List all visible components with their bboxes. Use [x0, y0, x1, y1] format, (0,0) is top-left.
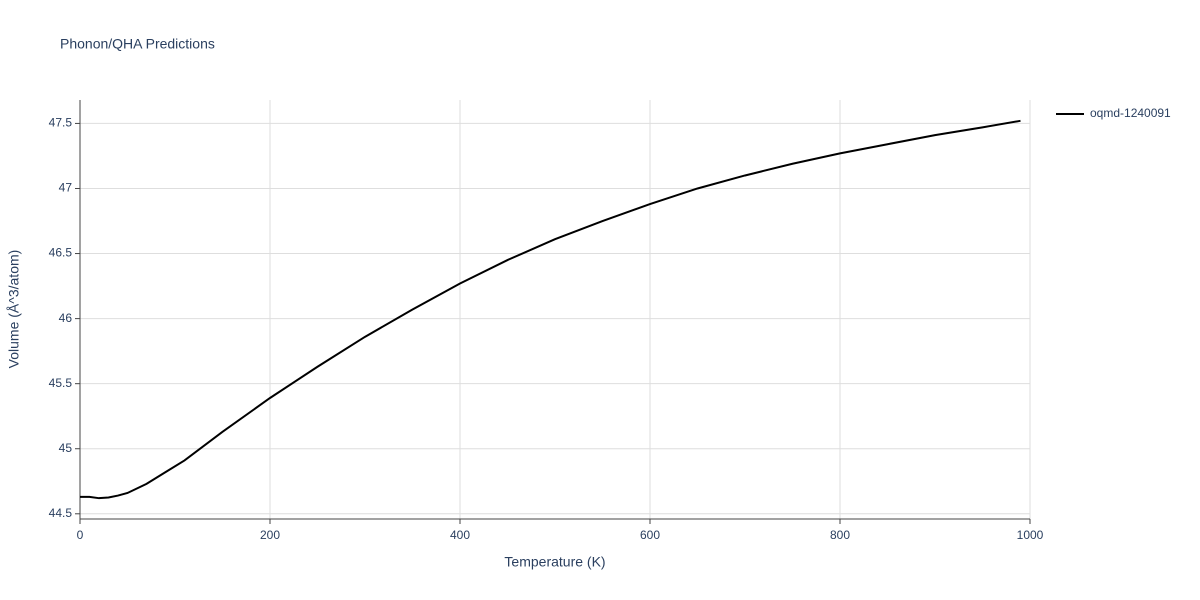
y-tick-label: 46.5	[49, 246, 73, 260]
y-tick-label: 47	[59, 181, 73, 195]
x-tick-label: 600	[640, 528, 660, 542]
line	[80, 119, 1021, 500]
chart-title: Phonon/QHA Predictions	[60, 36, 215, 52]
y-tick-label: 45.5	[49, 376, 73, 390]
y-tick-label: 47.5	[49, 116, 73, 130]
x-tick-label: 1000	[1017, 528, 1044, 542]
y-tick-label: 45	[59, 441, 73, 455]
x-tick-label: 200	[260, 528, 280, 542]
y-tick-label: 44.5	[49, 506, 73, 520]
x-tick-label: 0	[77, 528, 84, 542]
x-axis-title: Temperature (K)	[504, 554, 605, 570]
y-tick-label: 46	[59, 311, 73, 325]
legend-label: oqmd-1240091	[1090, 106, 1171, 120]
x-tick-label: 400	[450, 528, 470, 542]
x-tick-label: 800	[830, 528, 850, 542]
y-axis-title: Volume (Å^3/atom)	[6, 250, 22, 369]
